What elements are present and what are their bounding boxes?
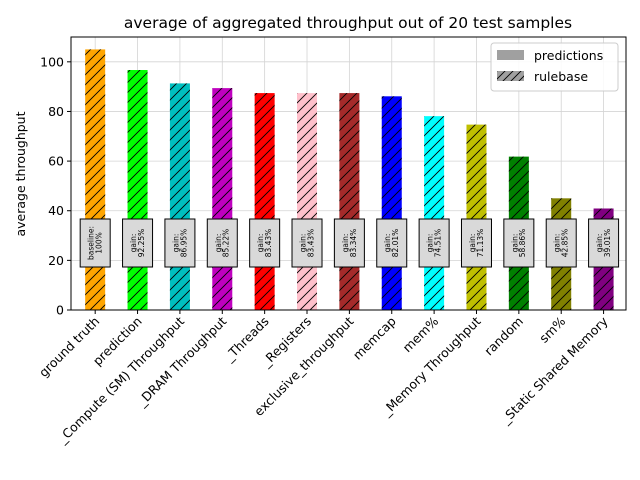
x-tick-label: mem%: [400, 313, 442, 355]
gain-annotation: gain:83.34%: [333, 218, 365, 268]
x-tick-label: ground truth: [36, 314, 102, 380]
bar-hatch: [254, 93, 275, 311]
gain-annotation-box: [333, 218, 365, 268]
gain-annotation-text: gain:92.25%: [129, 229, 146, 258]
gain-annotation-text: gain:58.86%: [510, 229, 527, 258]
bar: [169, 83, 190, 310]
bar: [466, 124, 487, 310]
gain-annotation: gain:82.01%: [376, 218, 408, 268]
gain-annotation: gain:71.13%: [460, 218, 492, 268]
gain-annotation-box: [588, 218, 620, 268]
bar: [297, 93, 318, 311]
bar: [339, 93, 360, 311]
gain-annotation-text: gain:85.22%: [214, 229, 231, 258]
legend-label-rulebase: rulebase: [534, 69, 588, 84]
gain-annotation: gain:58.86%: [503, 218, 535, 268]
bar: [212, 88, 233, 310]
y-axis-label: average throughput: [13, 111, 28, 236]
gain-annotation-box: [206, 218, 238, 268]
legend-swatch-predictions: [497, 50, 524, 60]
gain-annotation-box: [291, 218, 323, 268]
y-tick-label: 0: [56, 303, 64, 318]
gain-annotation-text: gain:83.34%: [341, 229, 358, 258]
plot-frame: [70, 36, 627, 311]
gain-annotation-text: gain:82.01%: [383, 229, 400, 258]
bar-hatch: [381, 96, 402, 310]
bar-hatch: [424, 116, 445, 310]
bar: [254, 93, 275, 311]
y-tick-label: 60: [48, 154, 64, 169]
bar: [381, 96, 402, 310]
bar-hatch: [85, 49, 106, 311]
bar-hatch: [212, 88, 233, 310]
gain-annotation-box: [122, 218, 154, 268]
y-axis: 0 20 40 60 80 100: [40, 54, 71, 318]
gain-annotation: gain:83.43%: [249, 218, 281, 268]
gain-annotation-box: [503, 218, 535, 268]
bar-hatch: [127, 70, 148, 310]
bar: [424, 116, 445, 310]
gain-annotation-box: [460, 218, 492, 268]
gain-annotation-box: [418, 218, 450, 268]
x-tick-label: sm%: [536, 313, 568, 345]
y-tick-label: 40: [48, 203, 64, 218]
bar: [127, 70, 148, 310]
bar: [85, 49, 106, 311]
gain-annotation-box: [79, 218, 111, 268]
bar-hatch: [169, 83, 190, 310]
gain-annotation: gain:86.95%: [164, 218, 196, 268]
gain-annotation-text: gain:83.43%: [256, 229, 273, 258]
y-tick-label: 100: [40, 54, 64, 69]
gain-annotation: gain:42.85%: [545, 218, 577, 268]
gain-annotations: baseline:100% gain:92.25% gain:86.95% gain:…: [79, 218, 620, 268]
gain-annotation-box: [249, 218, 281, 268]
gain-annotation-box: [545, 218, 577, 268]
gain-annotation-text: gain:39.01%: [595, 229, 612, 258]
gain-annotation: gain:74.51%: [418, 218, 450, 268]
gain-annotation-text: gain:71.13%: [468, 229, 485, 258]
gain-annotation: baseline:100%: [79, 218, 111, 268]
gain-annotation: gain:83.43%: [291, 218, 323, 268]
chart-title: average of aggregated throughput out of …: [124, 14, 572, 32]
x-tick-label: memcap: [350, 313, 399, 362]
gain-annotation: gain:39.01%: [588, 218, 620, 268]
y-tick-label: 80: [48, 104, 64, 119]
bar-hatch: [297, 93, 318, 311]
bar-hatch: [339, 93, 360, 311]
x-tick-label: random: [481, 314, 526, 359]
gain-annotation-text: baseline:100%: [87, 226, 104, 260]
legend-swatch-rulebase-hatch: [497, 71, 524, 81]
bar-hatch: [466, 124, 487, 310]
y-tick-label: 20: [48, 253, 64, 268]
gain-annotation-text: gain:74.51%: [426, 229, 443, 258]
gain-annotation-box: [164, 218, 196, 268]
gain-annotation: gain:85.22%: [206, 218, 238, 268]
gain-annotation-box: [376, 218, 408, 268]
gain-annotation-text: gain:86.95%: [171, 229, 188, 258]
gain-annotation: gain:92.25%: [122, 218, 154, 268]
gain-annotation-text: gain:83.43%: [299, 229, 316, 258]
legend: predictions rulebase: [490, 42, 619, 92]
gain-annotation-text: gain:42.85%: [553, 229, 570, 258]
legend-label-predictions: predictions: [534, 48, 603, 63]
